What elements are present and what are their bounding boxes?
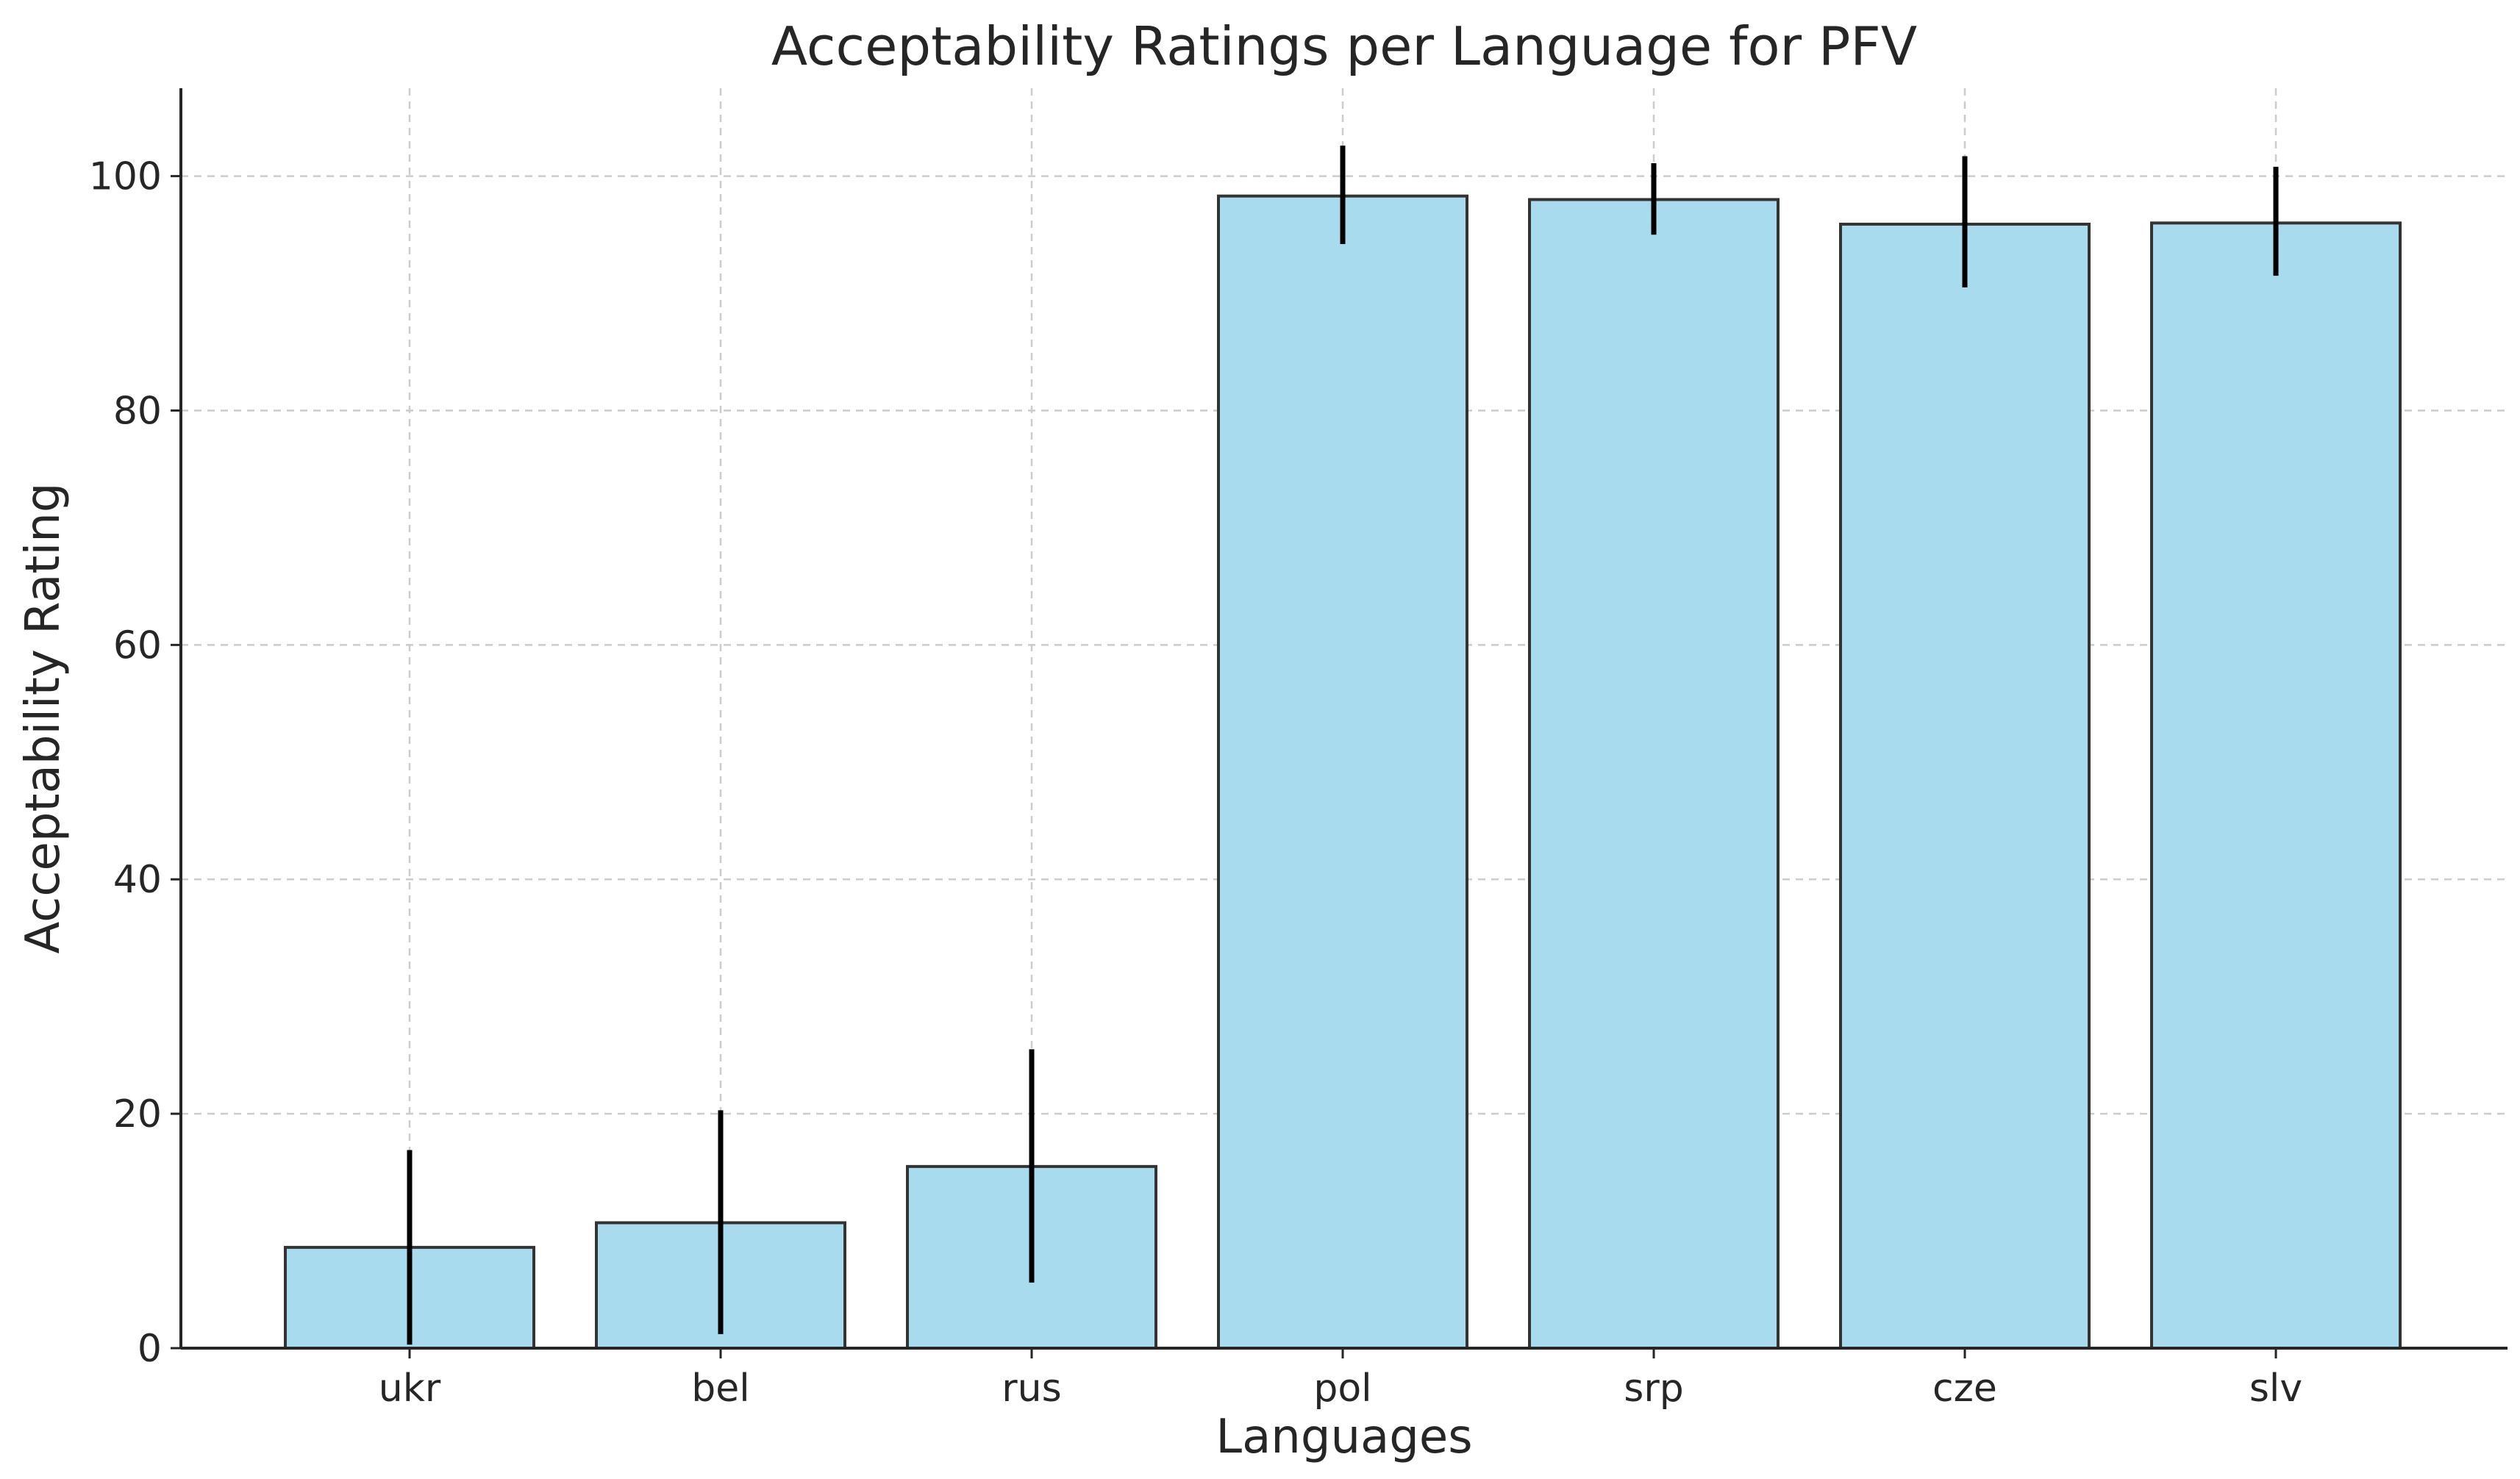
y-tick-label: 60 — [113, 623, 162, 667]
ticks-layer: 0 20 40 60 80 100 ukr bel rus pol srp cze slv — [89, 155, 2302, 1411]
bar-srp — [1528, 198, 1780, 1350]
x-tick-label-ukr: ukr — [379, 1367, 441, 1411]
x-tick-label-srp: srp — [1624, 1367, 1683, 1411]
bar-slv — [2150, 221, 2402, 1350]
bar-cze — [1839, 222, 2091, 1350]
axes-layer — [179, 88, 2507, 1350]
error-bars-layer — [407, 146, 2279, 1345]
y-tick-label: 20 — [113, 1092, 162, 1136]
y-tick-label: 0 — [138, 1327, 162, 1371]
y-tick-label: 40 — [113, 858, 162, 902]
chart-title: Acceptability Ratings per Language for P… — [771, 15, 1917, 77]
bars-layer — [284, 194, 2402, 1350]
bar-pol — [1217, 194, 1468, 1350]
x-tick-label-slv: slv — [2249, 1367, 2302, 1411]
x-tick-label-cze: cze — [1932, 1367, 1997, 1411]
y-axis-label: Acceptability Rating — [16, 483, 71, 954]
x-tick-label-pol: pol — [1313, 1367, 1371, 1411]
x-tick-label-rus: rus — [1002, 1367, 1061, 1411]
x-tick-label-bel: bel — [691, 1367, 749, 1411]
y-tick-label: 100 — [89, 155, 162, 199]
x-axis-label: Languages — [1216, 1410, 1472, 1464]
y-tick-label: 80 — [113, 389, 162, 433]
